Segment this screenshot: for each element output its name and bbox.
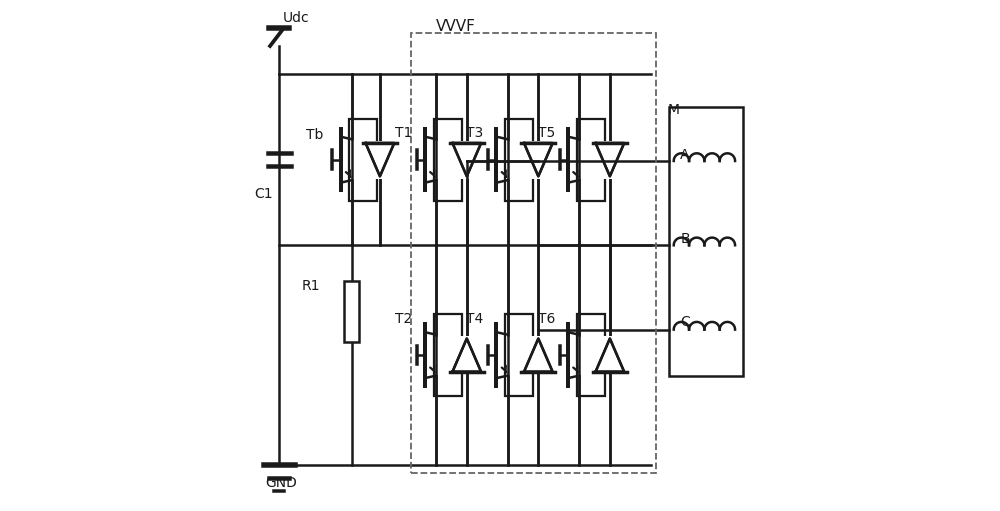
Text: R1: R1: [302, 279, 320, 293]
Text: M: M: [668, 103, 680, 117]
Bar: [411, 33, 656, 473]
Text: T1: T1: [395, 126, 412, 140]
Bar: [577, 119, 605, 200]
Bar: [577, 314, 605, 396]
Bar: [591, 336, 628, 374]
Bar: [349, 119, 377, 200]
Text: T4: T4: [466, 312, 484, 327]
Text: GND: GND: [265, 476, 297, 490]
Text: A: A: [680, 148, 690, 162]
Text: VVVF: VVVF: [436, 19, 476, 34]
Bar: [520, 141, 557, 179]
Bar: [591, 141, 628, 179]
Text: C1: C1: [255, 187, 273, 201]
Text: T2: T2: [395, 312, 412, 327]
Bar: [434, 119, 462, 200]
Text: Udc: Udc: [283, 11, 309, 25]
Text: C: C: [680, 315, 690, 329]
Text: T3: T3: [466, 126, 484, 140]
Bar: [434, 314, 462, 396]
Bar: [505, 314, 533, 396]
Text: T5: T5: [538, 126, 555, 140]
Bar: [669, 107, 743, 376]
Bar: [362, 141, 398, 179]
Bar: [505, 119, 533, 200]
Bar: [448, 336, 485, 374]
Text: Tb: Tb: [306, 128, 324, 143]
Bar: [520, 336, 557, 374]
Bar: [344, 281, 359, 342]
Text: B: B: [680, 232, 690, 246]
Text: T6: T6: [538, 312, 555, 327]
Bar: [448, 141, 485, 179]
